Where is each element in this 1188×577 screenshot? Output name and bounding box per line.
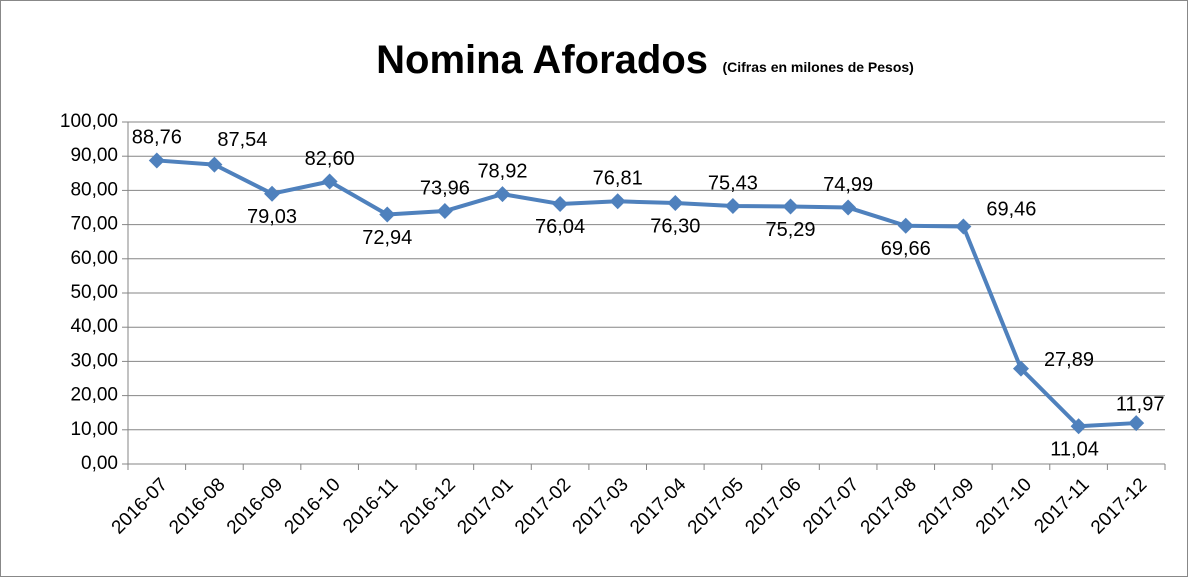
y-tick-label: 50,00 xyxy=(70,282,118,303)
marker xyxy=(782,198,799,215)
y-tick-label: 30,00 xyxy=(70,350,118,371)
marker xyxy=(552,195,569,212)
y-tick-label: 20,00 xyxy=(70,385,118,406)
chart-subtitle: (Cifras en milones de Pesos) xyxy=(722,59,913,75)
y-tick-label: 90,00 xyxy=(70,145,118,166)
marker xyxy=(206,156,223,173)
data-label: 11,97 xyxy=(1116,393,1165,415)
marker xyxy=(955,218,972,235)
y-tick-label: 60,00 xyxy=(70,248,118,269)
data-label: 74,99 xyxy=(823,174,873,196)
data-label: 78,92 xyxy=(477,160,527,182)
data-label: 75,29 xyxy=(765,219,815,241)
marker xyxy=(321,173,338,190)
marker xyxy=(609,193,626,210)
marker xyxy=(1070,418,1087,435)
marker xyxy=(436,203,453,220)
marker xyxy=(148,152,165,169)
marker xyxy=(1012,360,1029,377)
data-label: 11,04 xyxy=(1050,439,1099,461)
marker xyxy=(379,206,396,223)
data-label: 75,43 xyxy=(708,172,758,194)
data-label: 87,54 xyxy=(217,129,267,151)
y-tick-label: 70,00 xyxy=(70,214,118,235)
line xyxy=(156,158,1137,429)
data-label: 73,96 xyxy=(420,177,470,199)
y-tick-label: 0,00 xyxy=(81,453,118,474)
title-group: Nomina Aforados (Cifras en milones de Pe… xyxy=(376,38,914,82)
data-label: 76,04 xyxy=(535,216,585,238)
marker xyxy=(840,199,857,216)
y-tick-label: 40,00 xyxy=(70,316,118,337)
data-label: 88,76 xyxy=(132,127,182,149)
data-label: 69,66 xyxy=(881,238,931,260)
data-label: 79,03 xyxy=(247,206,297,228)
y-tick-label: 10,00 xyxy=(70,419,118,440)
y-tick-label: 80,00 xyxy=(70,179,118,200)
marker xyxy=(724,198,741,215)
marker xyxy=(667,195,684,212)
marker xyxy=(264,185,281,202)
data-label: 82,60 xyxy=(305,148,355,170)
data-label: 72,94 xyxy=(362,227,412,249)
data-label: 27,89 xyxy=(1044,349,1094,371)
chart-title: Nomina Aforados xyxy=(376,38,708,82)
data-label: 69,46 xyxy=(986,199,1036,221)
data-label: 76,81 xyxy=(593,168,643,190)
y-tick-label: 100,00 xyxy=(60,111,118,132)
marker xyxy=(1128,415,1145,432)
marker xyxy=(897,217,914,234)
data-label: 76,30 xyxy=(650,215,700,237)
marker xyxy=(494,186,511,203)
